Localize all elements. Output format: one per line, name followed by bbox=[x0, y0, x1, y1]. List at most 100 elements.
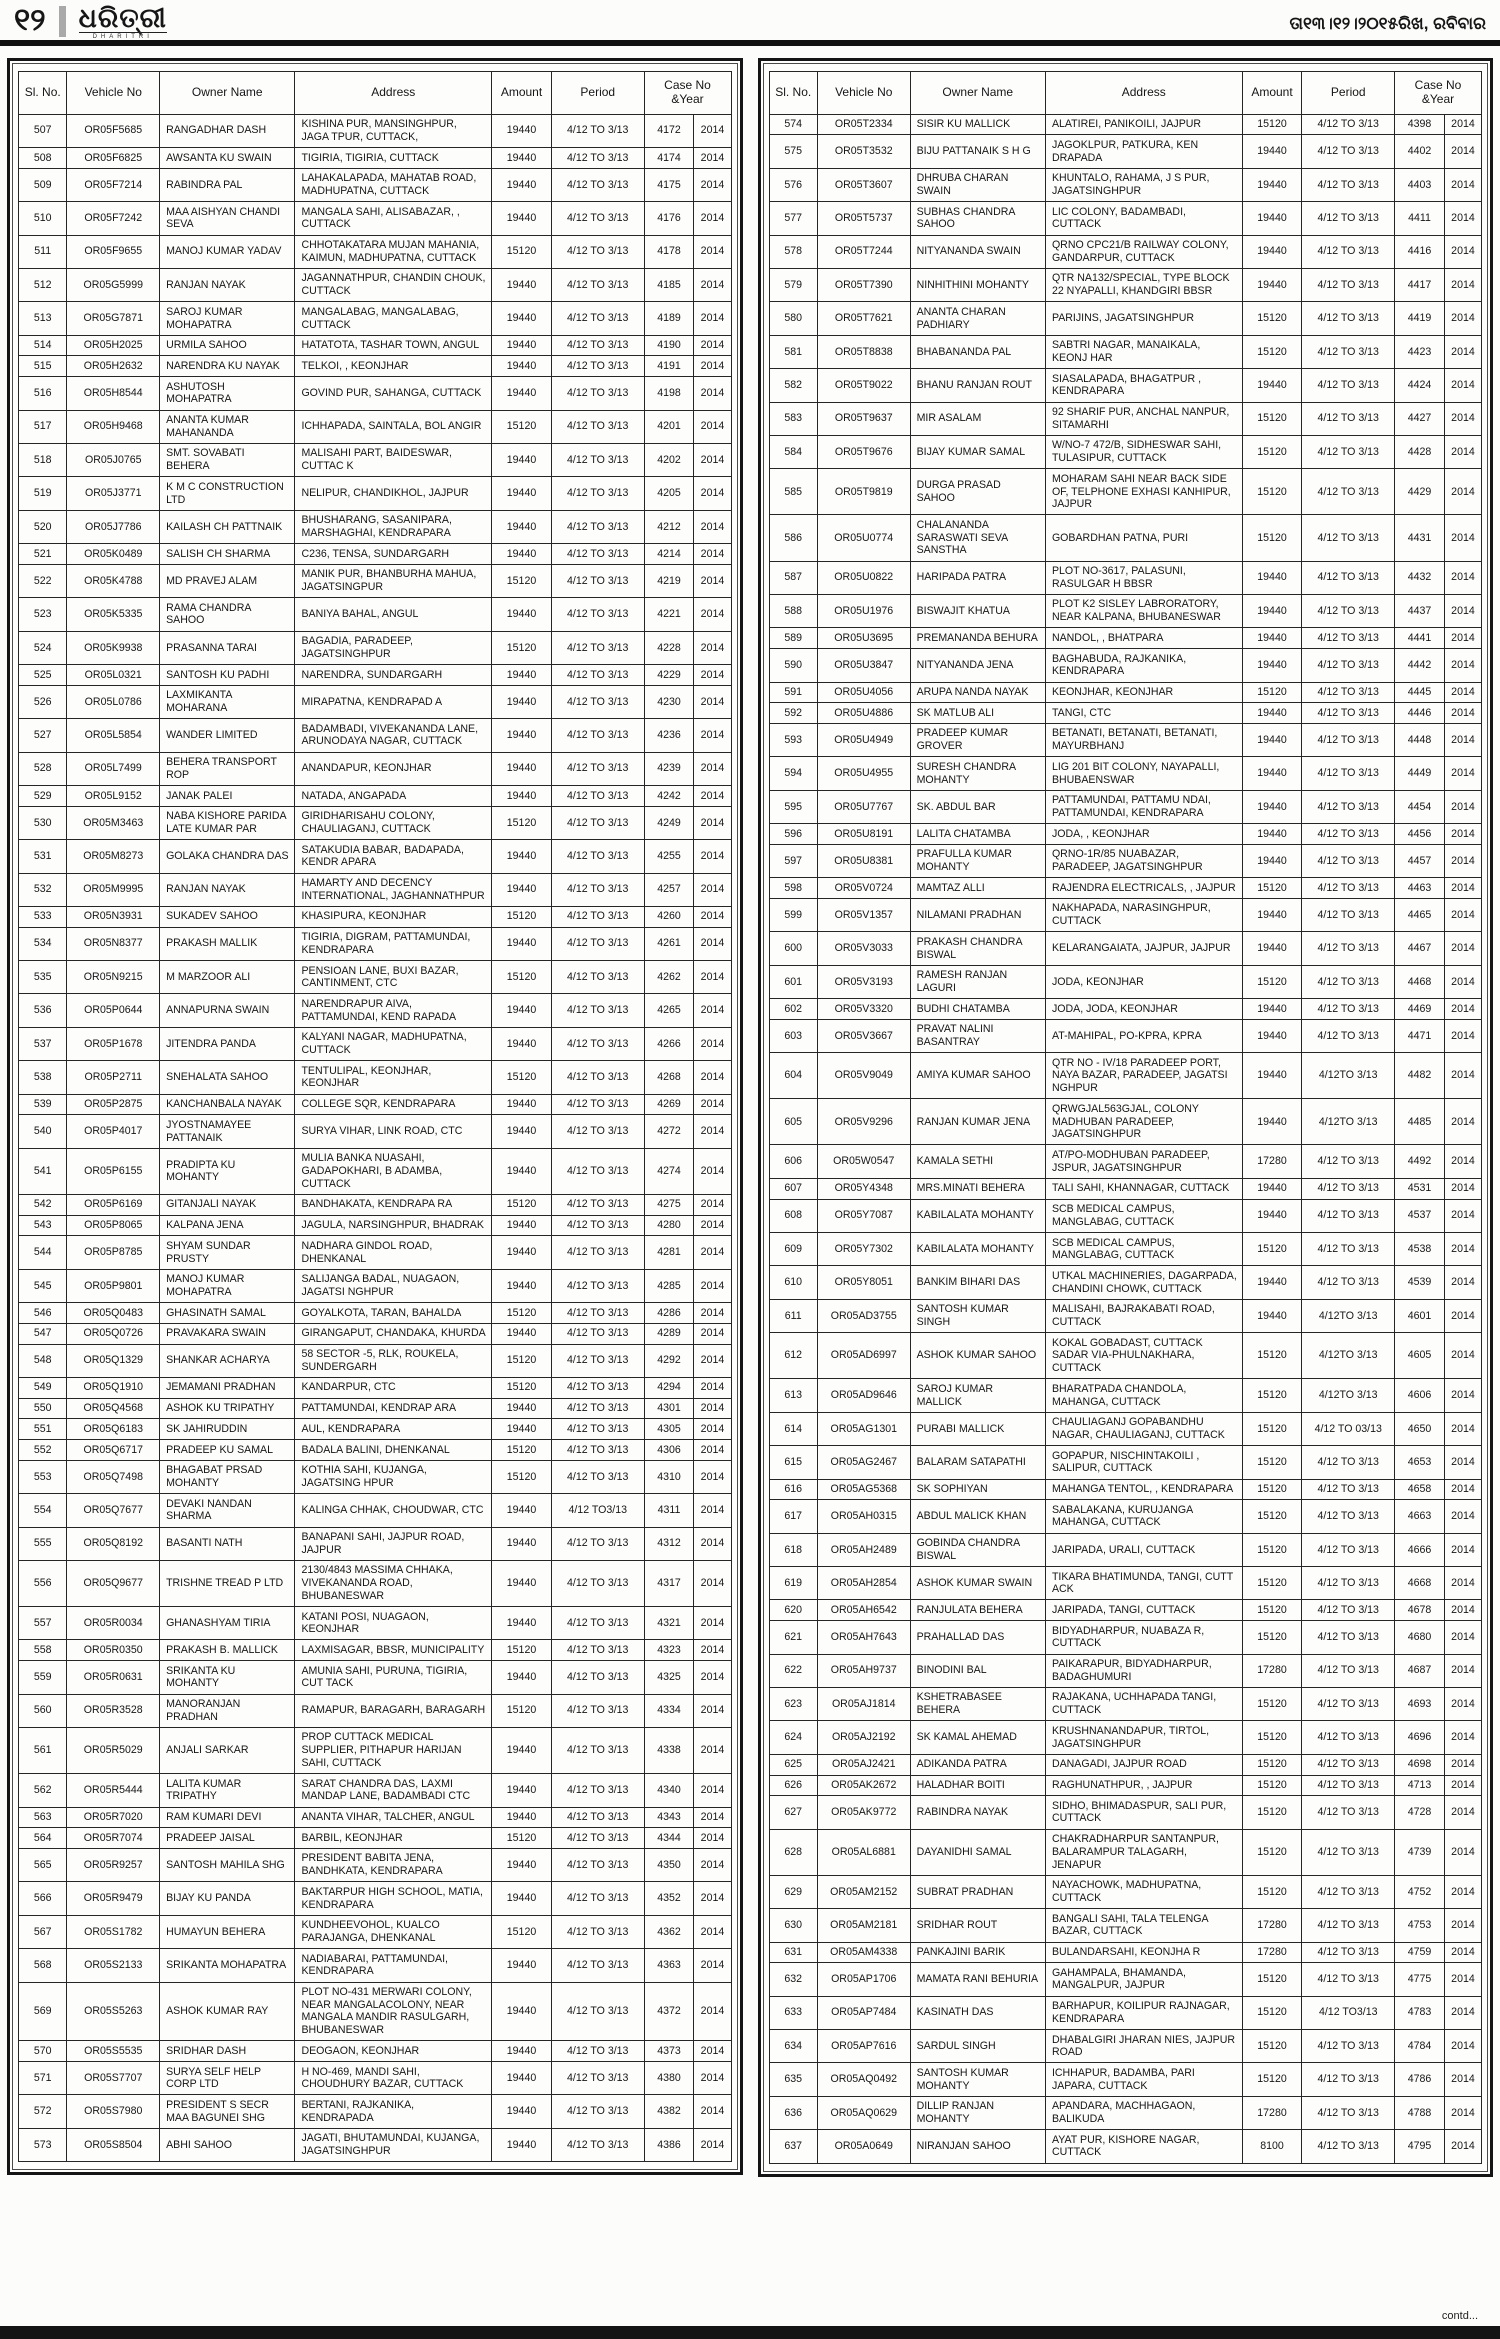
cell-year: 2014 bbox=[693, 1459, 732, 1495]
cell-owner-name: DURGA PRASAD SAHOO bbox=[909, 468, 1046, 516]
cell-year: 2014 bbox=[1443, 964, 1483, 1000]
cell-year: 2014 bbox=[1443, 877, 1483, 899]
col-header-sl-no: Sl. No. bbox=[768, 71, 818, 115]
cell-case-no: 4759 bbox=[1394, 1941, 1445, 1964]
col-header-sl-no: Sl. No. bbox=[17, 71, 68, 115]
cell-period: 4/12 TO 3/13 bbox=[1301, 931, 1396, 966]
cell-year: 2014 bbox=[693, 1235, 732, 1270]
cell-year: 2014 bbox=[693, 1526, 732, 1561]
table-row: 624 OR05AJ2192 SK KAMAL AHEMAD KRUSHNANANDA… bbox=[768, 1720, 1483, 1755]
cell-amount: 15120 bbox=[491, 1914, 552, 1950]
cell-year: 2014 bbox=[1443, 134, 1483, 169]
cell-sl-no: 607 bbox=[768, 1177, 818, 1200]
cell-owner-name: SANTOSH KUMAR SINGH bbox=[909, 1298, 1046, 1334]
notice-table-left-frame: Sl. No. Vehicle No Owner Name Address Am… bbox=[12, 63, 738, 2171]
cell-owner-name: BINODINI BAL bbox=[909, 1653, 1046, 1688]
cell-year: 2014 bbox=[1443, 301, 1483, 336]
table-row: 514 OR05H2025 URMILA SAHOO HATATOTA, TASHAR… bbox=[17, 334, 732, 357]
cell-sl-no: 537 bbox=[17, 1026, 68, 1062]
table-row: 553 OR05Q7498 BHAGABAT PRSAD MOHANTY KOTHIA… bbox=[17, 1459, 732, 1495]
table-row: 634 OR05AP7616 SARDUL SINGH DHABALGIRI JHAR… bbox=[768, 2029, 1483, 2064]
cell-owner-name: GOLAKA CHANDRA DAS bbox=[159, 839, 296, 874]
cell-owner-name: NIRANJAN SAHOO bbox=[909, 2129, 1046, 2164]
cell-owner-name: ANANTA CHARAN PADHIARY bbox=[909, 301, 1046, 336]
cell-vehicle-no: OR05U8191 bbox=[816, 823, 911, 845]
cell-owner-name: ARUPA NANDA NAYAK bbox=[909, 681, 1046, 704]
cell-period: 4/12 TO 3/13 bbox=[550, 1397, 645, 1420]
cell-period: 4/12 TO 3/13 bbox=[1301, 2095, 1396, 2131]
cell-vehicle-no: OR05N8377 bbox=[66, 926, 161, 962]
table-row: 635 OR05AQ0492 SANTOSH KUMAR MOHANTY ICHHAP… bbox=[768, 2062, 1483, 2097]
cell-address: 2130/4843 MASSIMA CHHAKA, VIVEKANANDA RO… bbox=[294, 1559, 493, 1608]
cell-period: 4/12 TO 3/13 bbox=[550, 234, 645, 269]
cell-case-no: 4176 bbox=[643, 201, 695, 236]
cell-amount: 19440 bbox=[1241, 134, 1303, 169]
cell-sl-no: 621 bbox=[768, 1620, 818, 1655]
table-row: 512 OR05G5999 RANJAN NAYAK JAGANNATHPUR, CH… bbox=[17, 267, 732, 303]
cell-period: 4/12 TO 3/13 bbox=[1301, 1620, 1396, 1655]
cell-address: MIRAPATNA, KENDRAPAD A bbox=[294, 684, 493, 720]
cell-case-no: 4239 bbox=[643, 751, 695, 787]
cell-owner-name: MANOJ KUMAR YADAV bbox=[159, 234, 296, 269]
cell-case-no: 4467 bbox=[1394, 931, 1445, 966]
cell-period: 4/12 TO 3/13 bbox=[1301, 627, 1396, 650]
cell-amount: 19440 bbox=[1241, 267, 1303, 303]
cell-sl-no: 612 bbox=[768, 1332, 818, 1380]
cell-vehicle-no: OR05AJ2192 bbox=[816, 1720, 911, 1755]
table-row: 594 OR05U4955 SURESH CHANDRA MOHANTY LIG 20… bbox=[768, 756, 1483, 791]
cell-year: 2014 bbox=[1443, 1653, 1483, 1688]
cell-address: LIG 201 BIT COLONY, NAYAPALLI, BHUBAENSW… bbox=[1044, 756, 1243, 791]
col-header-case-no-year: Case No &Year bbox=[643, 71, 732, 115]
cell-year: 2014 bbox=[693, 1726, 732, 1775]
cell-address: GOYALKOTA, TARAN, BAHALDA bbox=[294, 1302, 493, 1324]
cell-vehicle-no: OR05AH7643 bbox=[816, 1620, 911, 1655]
cell-year: 2014 bbox=[693, 1268, 732, 1304]
cell-owner-name: SURYA SELF HELP CORP LTD bbox=[159, 2061, 296, 2096]
cell-sl-no: 569 bbox=[17, 1981, 68, 2042]
cell-address: NELIPUR, CHANDIKHOL, JAJPUR bbox=[294, 476, 493, 511]
cell-sl-no: 619 bbox=[768, 1566, 818, 1601]
cell-owner-name: PRAVAKARA SWAIN bbox=[159, 1322, 296, 1345]
cell-owner-name: SUBRAT PRADHAN bbox=[909, 1874, 1046, 1910]
cell-vehicle-no: OR05V9296 bbox=[816, 1098, 911, 1146]
cell-address: ANANDAPUR, KEONJHAR bbox=[294, 751, 493, 787]
cell-period: 4/12 TO 3/13 bbox=[550, 926, 645, 962]
cell-owner-name: AWSANTA KU SWAIN bbox=[159, 147, 296, 169]
table-row: 521 OR05K0489 SALISH CH SHARMA C236, TENSA,… bbox=[17, 543, 732, 565]
cell-period: 4/12 TO 3/13 bbox=[1301, 1231, 1396, 1267]
cell-vehicle-no: OR05V3193 bbox=[816, 964, 911, 1000]
cell-period: 4/12 TO 3/13 bbox=[550, 630, 645, 666]
vehicle-notice-table-left: Sl. No. Vehicle No Owner Name Address Am… bbox=[17, 71, 732, 2163]
cell-sl-no: 515 bbox=[17, 355, 68, 378]
cell-owner-name: DEVAKI NANDAN SHARMA bbox=[159, 1493, 296, 1528]
cell-owner-name: SARDUL SINGH bbox=[909, 2029, 1046, 2064]
cell-amount: 19440 bbox=[491, 1418, 552, 1441]
cell-vehicle-no: OR05K5335 bbox=[66, 597, 161, 632]
cell-year: 2014 bbox=[693, 1981, 732, 2042]
cell-owner-name: NITYANANDA SWAIN bbox=[909, 234, 1046, 269]
cell-case-no: 4424 bbox=[1394, 368, 1445, 403]
cell-amount: 19440 bbox=[491, 1214, 552, 1237]
cell-period: 4/12 TO 3/13 bbox=[1301, 1445, 1396, 1480]
cell-vehicle-no: OR05T7244 bbox=[816, 234, 911, 269]
table-row: 569 OR05S5263 ASHOK KUMAR RAY PLOT NO-431 M… bbox=[17, 1981, 732, 2042]
cell-address: PLOT K2 SISLEY LABRORATORY, NEAR KALPANA… bbox=[1044, 593, 1243, 629]
cell-period: 4/12 TO 3/13 bbox=[1301, 1478, 1396, 1501]
cell-vehicle-no: OR05Q8192 bbox=[66, 1526, 161, 1561]
cell-year: 2014 bbox=[1443, 2062, 1483, 2097]
cell-vehicle-no: OR05F5685 bbox=[66, 113, 161, 149]
table-row: 509 OR05F7214 RABINDRA PAL LAHAKALAPADA, MA… bbox=[17, 167, 732, 203]
cell-vehicle-no: OR05S5535 bbox=[66, 2040, 161, 2063]
cell-vehicle-no: OR05Q6717 bbox=[66, 1439, 161, 1461]
cell-year: 2014 bbox=[693, 960, 732, 995]
cell-amount: 19440 bbox=[491, 1660, 552, 1695]
cell-period: 4/12 TO 3/13 bbox=[550, 1376, 645, 1399]
table-row: 603 OR05V3667 PRAVAT NALINI BASANTRAY AT-MA… bbox=[768, 1018, 1483, 1054]
cell-vehicle-no: OR05H9468 bbox=[66, 409, 161, 444]
cell-year: 2014 bbox=[1443, 722, 1483, 758]
cell-year: 2014 bbox=[693, 597, 732, 632]
table-row: 579 OR05T7390 NINHITHINI MOHANTY QTR NA132/… bbox=[768, 267, 1483, 303]
cell-case-no: 4601 bbox=[1394, 1298, 1445, 1334]
cell-amount: 15120 bbox=[1241, 1566, 1303, 1601]
cell-amount: 15120 bbox=[1241, 514, 1303, 562]
